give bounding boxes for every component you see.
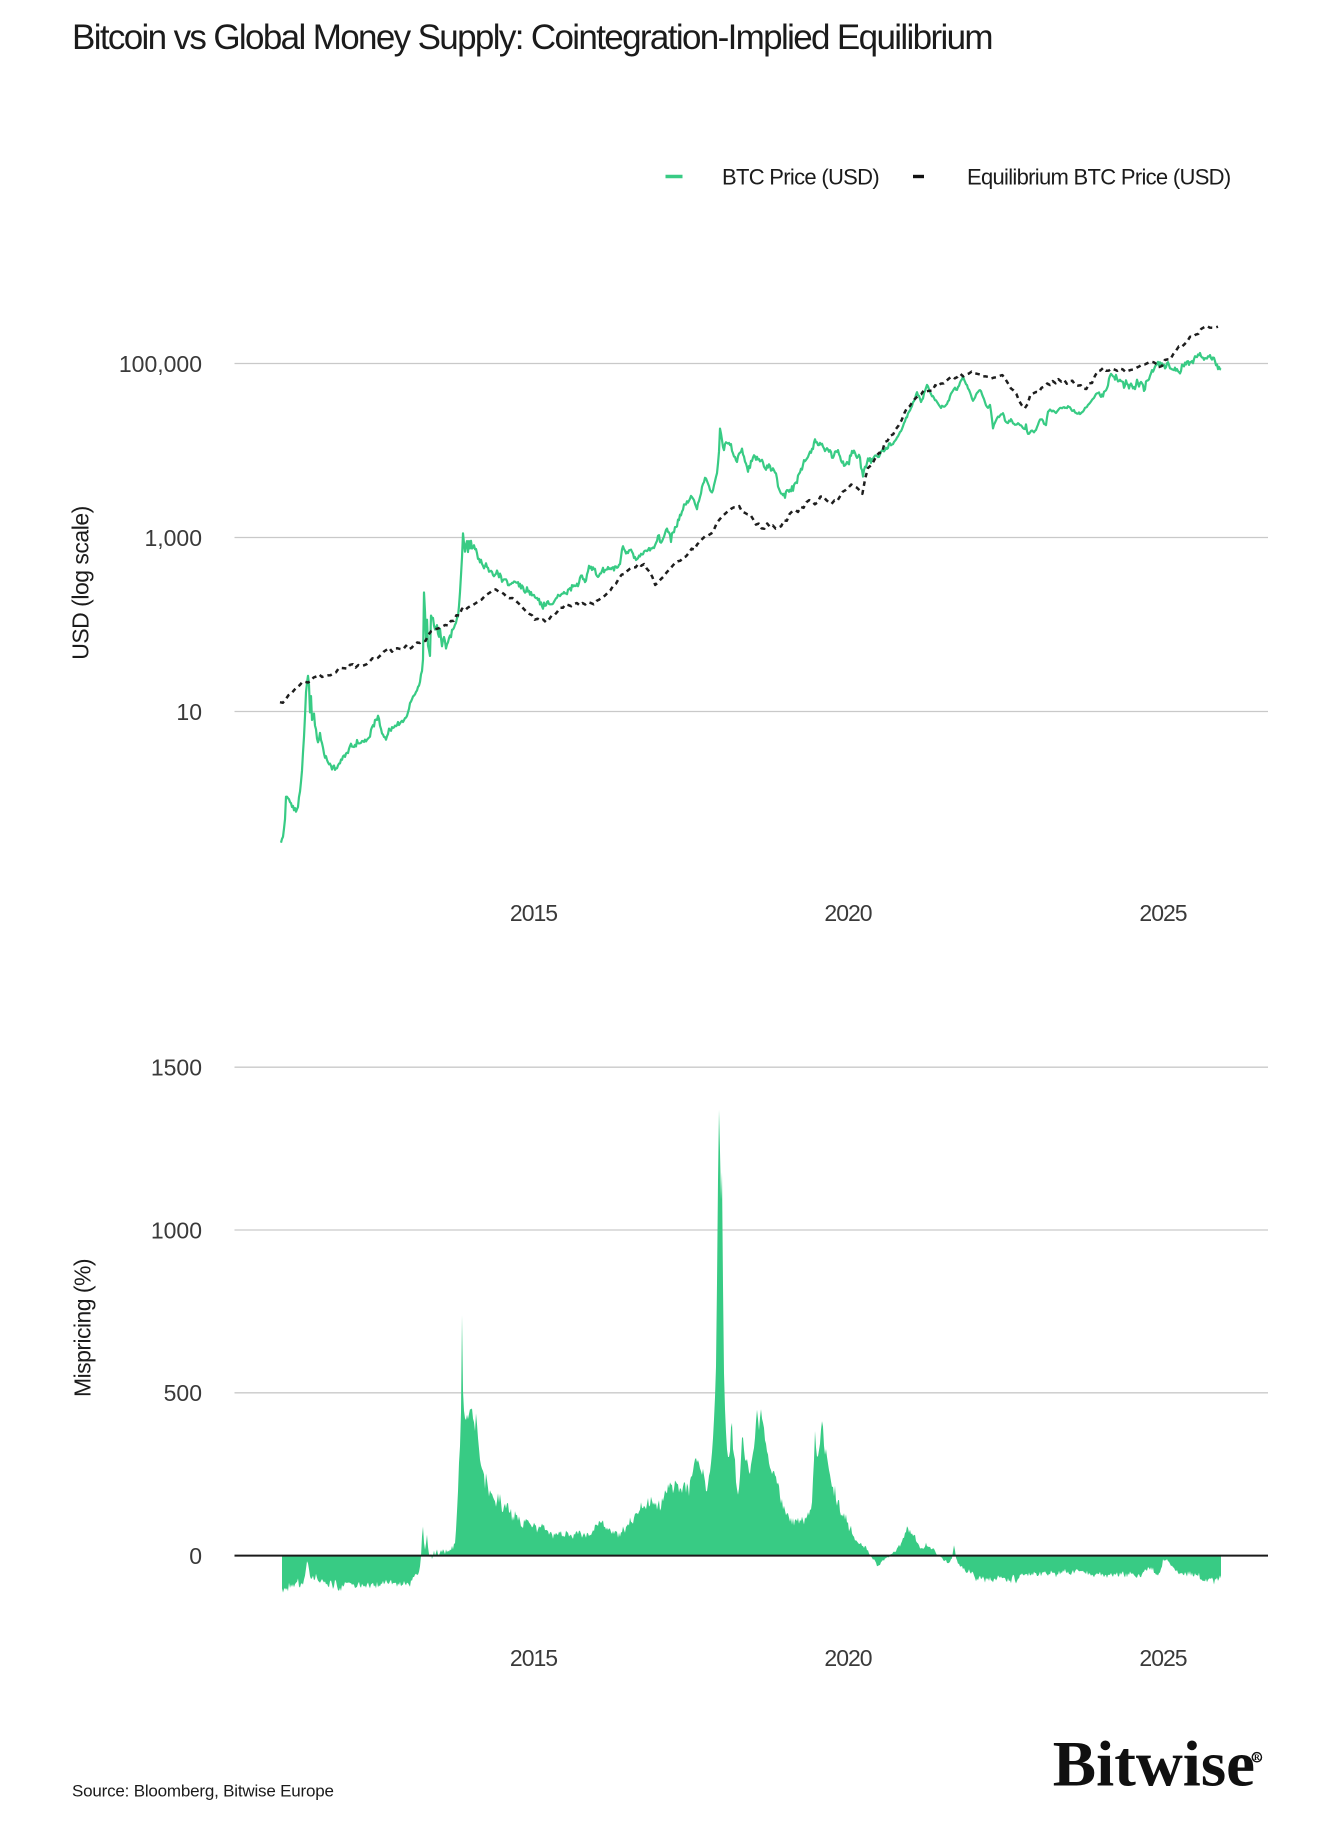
svg-text:2025: 2025 <box>1139 900 1186 926</box>
svg-text:2015: 2015 <box>510 900 557 926</box>
svg-text:Equilibrium BTC Price (USD): Equilibrium BTC Price (USD) <box>967 165 1230 190</box>
svg-text:1,000: 1,000 <box>144 525 202 551</box>
svg-text:1000: 1000 <box>151 1217 202 1243</box>
svg-text:2015: 2015 <box>510 1645 557 1671</box>
svg-text:1500: 1500 <box>151 1055 202 1081</box>
svg-text:Bitwise: Bitwise <box>1053 1729 1255 1801</box>
svg-text:2025: 2025 <box>1139 1645 1186 1671</box>
svg-text:Mispricing (%): Mispricing (%) <box>70 1259 96 1397</box>
svg-text:BTC Price (USD): BTC Price (USD) <box>722 165 879 190</box>
svg-text:USD (log scale): USD (log scale) <box>68 506 94 660</box>
svg-text:100,000: 100,000 <box>119 351 202 377</box>
svg-text:500: 500 <box>164 1380 202 1406</box>
svg-text:10: 10 <box>176 699 202 725</box>
svg-text:Source: Bloomberg, Bitwise Eur: Source: Bloomberg, Bitwise Europe <box>72 1782 334 1801</box>
svg-text:Bitcoin vs Global Money Supply: Bitcoin vs Global Money Supply: Cointegr… <box>72 18 992 57</box>
svg-text:2020: 2020 <box>824 1645 871 1671</box>
svg-text:0: 0 <box>189 1543 202 1569</box>
svg-text:2020: 2020 <box>824 900 871 926</box>
svg-text:R: R <box>1254 1753 1260 1762</box>
